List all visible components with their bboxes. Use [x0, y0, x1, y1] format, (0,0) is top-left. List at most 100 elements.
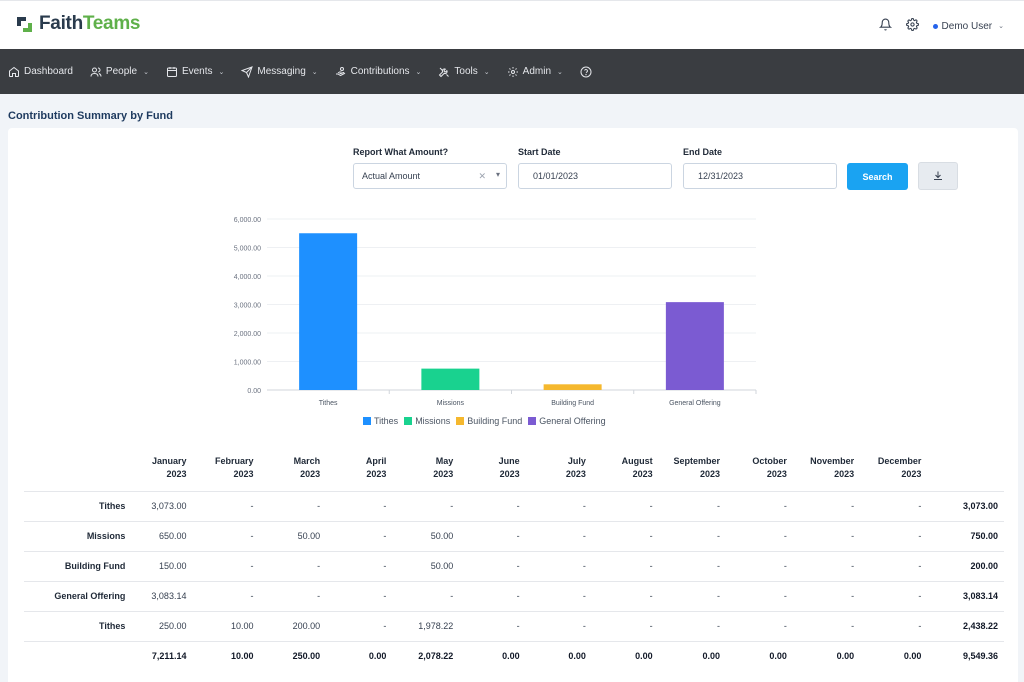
clear-icon[interactable]: ✕	[478, 171, 486, 181]
nav-label: Tools	[454, 66, 478, 77]
table-cell: 50.00	[392, 550, 460, 581]
table-cell: -	[192, 490, 260, 521]
table-cell: 2,078.22	[392, 640, 460, 671]
legend-item[interactable]: Missions	[404, 416, 450, 426]
contribution-bar-chart: 0.00 1,000.00 2,000.00 3,000.00 4,000.00 5,00…	[234, 217, 757, 407]
nav-label: Admin	[522, 66, 552, 77]
table-cell: -	[326, 520, 393, 551]
table-row: Building Fund 150.00- - -50.00- - - - - - -200.00	[24, 550, 1004, 581]
legend-label: Missions	[415, 416, 451, 426]
user-name: Demo User	[941, 20, 993, 32]
column-header: January 2023	[151, 456, 187, 479]
table-cell: -	[726, 520, 793, 551]
table-cell: -	[792, 610, 861, 641]
nav-help[interactable]	[580, 66, 592, 78]
nav-label: Messaging	[257, 66, 306, 77]
end-date-input[interactable]: 12/31/2023	[683, 163, 837, 189]
table-cell: -	[459, 580, 526, 611]
nav-events[interactable]: Events ⌄	[166, 66, 224, 78]
y-tick-label: 6,000.00	[234, 217, 261, 224]
column-header: August 2023	[621, 456, 653, 479]
table-cell: -	[658, 580, 726, 611]
row-label: Missions	[24, 520, 132, 551]
faithteams-logo[interactable]: FaithTeams	[15, 13, 140, 35]
legend-item[interactable]: General Offering	[528, 416, 606, 426]
table-cell: 50.00	[259, 520, 327, 551]
nav-tools[interactable]: Tools ⌄	[438, 66, 490, 78]
legend-swatch	[404, 417, 413, 425]
row-label: Tithes	[24, 610, 132, 641]
column-header: May 2023	[433, 456, 454, 479]
search-button[interactable]: Search	[847, 163, 908, 190]
download-button[interactable]	[918, 162, 958, 190]
table-cell: -	[591, 550, 659, 581]
y-tick-label: 3,000.00	[234, 303, 261, 310]
bar-building-fund	[543, 384, 602, 390]
table-cell: -	[591, 520, 659, 551]
table-cell: -	[792, 520, 861, 551]
nav-contributions[interactable]: Contributions ⌄	[335, 66, 421, 78]
start-date-value: 01/01/2023	[533, 171, 579, 181]
table-cell: 3,073.00	[131, 490, 193, 521]
legend-swatch	[363, 417, 371, 425]
table-cell: -	[792, 550, 861, 581]
table-cell: -	[192, 550, 260, 581]
nav-label: Events	[181, 66, 213, 77]
table-cell: -	[860, 490, 928, 521]
table-cell: -	[392, 580, 460, 611]
table-cell: -	[326, 580, 393, 611]
user-menu[interactable]: Demo User ⌄	[932, 20, 1004, 32]
table-cell: -	[459, 490, 526, 521]
table-cell: 200.00	[259, 610, 327, 641]
chevron-down-icon: ⌄	[143, 68, 149, 76]
table-cell: 0.00	[459, 640, 526, 671]
home-icon	[9, 66, 19, 77]
chevron-down-icon: ⌄	[218, 68, 225, 76]
table-cell: 10.00	[192, 640, 260, 671]
nav-dashboard[interactable]: Dashboard	[8, 66, 73, 78]
row-total: 3,083.14	[927, 580, 1004, 611]
caret-down-icon[interactable]: ▾	[495, 170, 500, 179]
send-icon	[241, 65, 254, 78]
bell-icon[interactable]	[878, 18, 892, 34]
legend-item[interactable]: Tithes	[363, 416, 398, 426]
nav-people[interactable]: People ⌄	[90, 66, 149, 78]
table-cell: -	[658, 550, 726, 581]
column-header: September 2023	[673, 456, 720, 479]
column-header: November 2023	[810, 456, 855, 479]
gear-icon	[507, 66, 518, 77]
end-date-label: End Date	[683, 147, 723, 157]
row-label: Tithes	[24, 490, 132, 521]
table-cell: -	[591, 490, 659, 521]
header-blank	[24, 451, 131, 491]
table-cell: 0.00	[525, 640, 592, 671]
row-total: 3,073.00	[927, 490, 1004, 521]
legend-label: General Offering	[539, 416, 606, 426]
settings-gear-icon[interactable]	[905, 18, 919, 34]
start-date-input[interactable]: 01/01/2023	[518, 163, 672, 189]
row-label: Building Fund	[24, 550, 132, 581]
table-cell: -	[591, 610, 659, 641]
table-cell: -	[525, 520, 592, 551]
nav-messaging[interactable]: Messaging ⌄	[241, 65, 318, 78]
table-cell: -	[792, 580, 861, 611]
start-date-label: Start Date	[518, 147, 561, 157]
table-cell: -	[459, 610, 526, 641]
table-cell: 0.00	[726, 640, 793, 671]
table-cell: -	[192, 580, 260, 611]
table-cell: -	[726, 550, 793, 581]
nav-label: People	[105, 66, 138, 77]
nav-label: Dashboard	[24, 66, 73, 77]
table-cell: -	[326, 610, 393, 641]
nav-label: Contributions	[350, 66, 410, 77]
people-icon	[90, 67, 102, 77]
amount-select[interactable]: Actual Amount ✕ ▾	[353, 163, 507, 189]
table-cell: -	[860, 610, 928, 641]
table-cell: 250.00	[131, 610, 193, 641]
nav-admin[interactable]: Admin ⌄	[507, 66, 563, 78]
logo-mark-icon	[15, 15, 34, 34]
table-cell: -	[726, 580, 793, 611]
legend-item[interactable]: Building Fund	[456, 416, 522, 426]
y-tick-label: 4,000.00	[234, 274, 261, 281]
report-card: Report What Amount? Actual Amount ✕ ▾ St…	[8, 128, 1018, 682]
